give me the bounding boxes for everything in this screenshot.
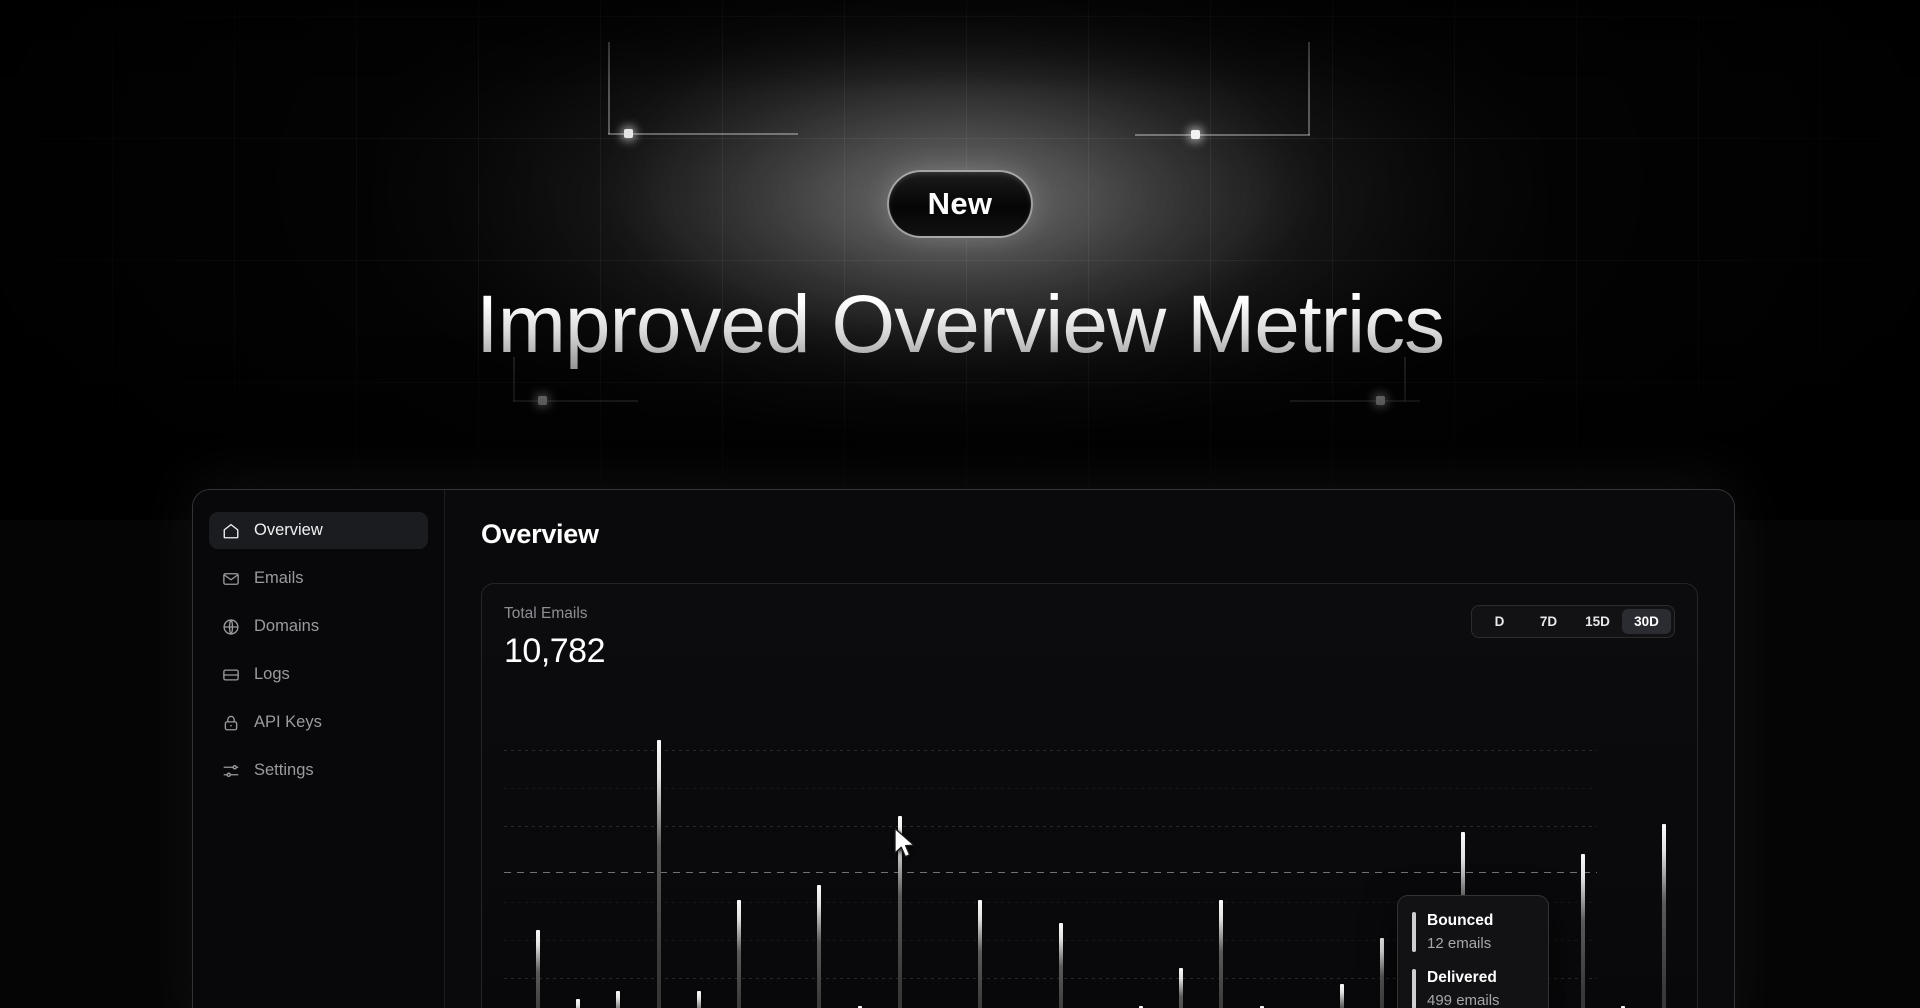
chart-bar[interactable]	[616, 991, 621, 1008]
chart-bar[interactable]	[1661, 824, 1666, 1008]
new-badge-label: New	[927, 186, 993, 221]
gridline	[504, 902, 1597, 903]
logs-icon	[221, 665, 241, 685]
hero-banner: New Improved Overview Metrics	[0, 0, 1920, 520]
tooltip-series-name: Bounced	[1427, 912, 1494, 929]
gridline	[504, 750, 1597, 751]
chart-bar[interactable]	[576, 998, 581, 1008]
sidebar-item-label: Logs	[254, 665, 290, 683]
sidebar-item-label: Overview	[254, 521, 323, 539]
sidebar: Overview Emails Domains	[193, 490, 445, 1008]
tooltip-row-bounced: Bounced 12 emails	[1412, 912, 1532, 952]
tooltip-series-name: Delivered	[1427, 969, 1497, 986]
chart-bar[interactable]	[1581, 854, 1586, 1008]
sidebar-item-overview[interactable]: Overview	[209, 512, 428, 549]
sidebar-item-label: Domains	[254, 617, 320, 635]
range-option-7d[interactable]: 7D	[1539, 614, 1558, 629]
bar-chart-plot: 40302410 Bounced 12 emails Delivered	[482, 712, 1697, 1008]
chart-bar[interactable]	[696, 991, 701, 1008]
chart-bar[interactable]	[897, 816, 902, 1008]
tooltip-series-value: 499 emails	[1427, 992, 1500, 1008]
chart-bar[interactable]	[1259, 1006, 1264, 1008]
chart-bar[interactable]	[978, 900, 983, 1008]
app-window: Overview Emails Domains	[192, 489, 1735, 1008]
chart-bar[interactable]	[1219, 900, 1224, 1008]
range-option-d[interactable]: D	[1494, 614, 1505, 629]
tooltip-row-delivered: Delivered 499 emails	[1412, 969, 1532, 1008]
gridline	[504, 788, 1597, 789]
chart-bar[interactable]	[1058, 922, 1063, 1008]
new-badge: New	[887, 170, 1033, 238]
sidebar-item-label: Settings	[254, 761, 314, 779]
range-option-30d[interactable]: 30D	[1622, 609, 1671, 634]
chart-card-header: Total Emails 10,782 D 7D 15D 30D	[482, 605, 1697, 671]
chart-bar[interactable]	[737, 900, 741, 1008]
gridline	[504, 826, 1597, 827]
sidebar-item-label: API Keys	[254, 713, 322, 731]
home-icon	[221, 521, 241, 541]
main-content: Overview Total Emails 10,782 D 7D 15D 30…	[445, 490, 1734, 1008]
hero-vignette	[0, 0, 1920, 520]
chart-gridlines	[504, 712, 1597, 1008]
sidebar-item-api-keys[interactable]: API Keys	[209, 704, 428, 741]
chart-bar[interactable]	[857, 1006, 862, 1008]
chart-bar[interactable]	[1380, 938, 1385, 1008]
mouse-cursor	[894, 827, 915, 858]
chart-bar[interactable]	[1340, 983, 1344, 1008]
tooltip-marker-bar	[1412, 969, 1416, 1008]
lock-icon	[221, 713, 241, 733]
time-range-selector[interactable]: D 7D 15D 30D	[1471, 605, 1675, 638]
page-title: Overview	[481, 519, 599, 549]
chart-tooltip: Bounced 12 emails Delivered 499 emails	[1397, 895, 1549, 1008]
gridline	[504, 978, 1597, 979]
reference-line	[504, 871, 1597, 873]
sidebar-item-label: Emails	[254, 569, 304, 587]
hero-headline: Improved Overview Metrics	[0, 278, 1920, 372]
tooltip-marker-bar	[1412, 912, 1416, 952]
chart-bar[interactable]	[1621, 1006, 1626, 1008]
sidebar-item-domains[interactable]: Domains	[209, 608, 428, 645]
chart-bar[interactable]	[1139, 1006, 1143, 1008]
sidebar-item-logs[interactable]: Logs	[209, 656, 428, 693]
sidebar-item-settings[interactable]: Settings	[209, 752, 428, 789]
tooltip-series-value: 12 emails	[1427, 935, 1492, 952]
sidebar-item-emails[interactable]: Emails	[209, 560, 428, 597]
envelope-icon	[221, 569, 241, 589]
stat-value: 10,782	[504, 632, 606, 670]
chart-bar[interactable]	[1179, 968, 1184, 1008]
chart-bar[interactable]	[536, 930, 540, 1008]
chart-bar[interactable]	[817, 884, 822, 1008]
globe-icon	[221, 617, 241, 637]
stat-label: Total Emails	[504, 605, 588, 622]
range-option-15d[interactable]: 15D	[1585, 614, 1610, 629]
total-emails-chart-card: Total Emails 10,782 D 7D 15D 30D 4030241…	[481, 583, 1698, 1008]
stat-block: Total Emails 10,782	[504, 605, 606, 671]
sliders-icon	[221, 761, 241, 781]
chart-bar[interactable]	[656, 740, 661, 1008]
gridline	[504, 940, 1597, 941]
